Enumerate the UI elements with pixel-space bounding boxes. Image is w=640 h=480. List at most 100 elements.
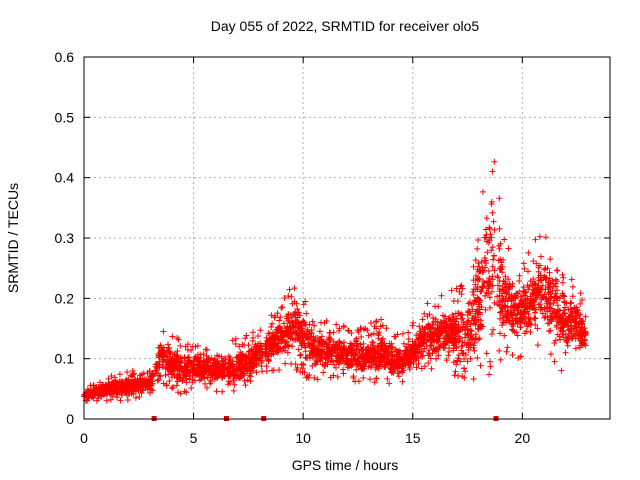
data-point (462, 368, 469, 375)
data-point (140, 379, 147, 386)
data-point (288, 293, 295, 300)
data-point (455, 323, 462, 330)
data-point (489, 276, 496, 283)
data-point (399, 330, 406, 337)
data-point (525, 286, 532, 293)
data-point (149, 373, 156, 380)
data-point (457, 326, 464, 333)
data-point (450, 340, 457, 347)
data-point (366, 347, 373, 354)
data-point (506, 318, 513, 325)
data-point (326, 336, 333, 343)
data-point (495, 282, 502, 289)
data-point (512, 317, 519, 324)
x-tick-label: 0 (80, 430, 88, 446)
data-point (181, 367, 188, 374)
data-point (497, 356, 504, 363)
data-point (505, 316, 512, 323)
data-points (81, 158, 589, 404)
data-point (456, 288, 463, 295)
data-point (224, 365, 231, 372)
data-point (141, 376, 148, 383)
data-point (300, 301, 307, 308)
data-point (318, 333, 325, 340)
data-point (473, 308, 480, 315)
data-point (189, 376, 196, 383)
data-point (415, 360, 422, 367)
data-point (167, 357, 174, 364)
data-point (302, 298, 309, 305)
data-point (432, 315, 439, 322)
data-point (265, 330, 272, 337)
data-point (97, 386, 104, 393)
data-point (323, 359, 330, 366)
data-point (360, 351, 367, 358)
data-point (117, 384, 124, 391)
data-point (361, 362, 368, 369)
data-point (269, 340, 276, 347)
data-point (132, 394, 139, 401)
data-point (148, 376, 155, 383)
data-point (383, 356, 390, 363)
data-point (302, 344, 309, 351)
data-point (496, 265, 503, 272)
data-point (497, 309, 504, 316)
data-point (245, 342, 252, 349)
data-point (450, 313, 457, 320)
data-point (131, 377, 138, 384)
data-point (116, 371, 123, 378)
data-point (268, 323, 275, 330)
data-point (253, 356, 260, 363)
data-point (361, 353, 368, 360)
data-point (171, 351, 178, 358)
data-point (212, 372, 219, 379)
data-point (476, 323, 483, 330)
data-point (426, 350, 433, 357)
data-point (263, 334, 270, 341)
data-point (425, 350, 432, 357)
data-point (168, 371, 175, 378)
data-point (175, 389, 182, 396)
data-point (371, 323, 378, 330)
data-point (516, 277, 523, 284)
data-point (319, 361, 326, 368)
data-point (434, 327, 441, 334)
data-point (367, 320, 374, 327)
data-point (239, 368, 246, 375)
data-point (489, 209, 496, 216)
data-point (294, 364, 301, 371)
data-point (105, 375, 112, 382)
data-point (277, 330, 284, 337)
data-point (242, 335, 249, 342)
data-point (505, 276, 512, 283)
data-point (299, 318, 306, 325)
data-point (502, 304, 509, 311)
data-point (486, 224, 493, 231)
data-point (276, 367, 283, 374)
data-point (502, 297, 509, 304)
data-point (388, 369, 395, 376)
data-point (292, 361, 299, 368)
data-point (256, 355, 263, 362)
data-point (256, 355, 263, 362)
data-point (406, 364, 413, 371)
data-point (206, 369, 213, 376)
data-point (516, 272, 523, 279)
data-point (401, 354, 408, 361)
data-point (222, 355, 229, 362)
data-point (181, 354, 188, 361)
data-point (149, 387, 156, 394)
data-point (431, 337, 438, 344)
data-point (484, 249, 491, 256)
data-point (495, 257, 502, 264)
data-point (130, 382, 137, 389)
data-point (497, 240, 504, 247)
data-point (475, 276, 482, 283)
data-point (466, 308, 473, 315)
data-point (494, 273, 501, 280)
data-point (239, 341, 246, 348)
data-point (319, 348, 326, 355)
data-point (468, 302, 475, 309)
data-point (231, 367, 238, 374)
data-point (360, 340, 367, 347)
